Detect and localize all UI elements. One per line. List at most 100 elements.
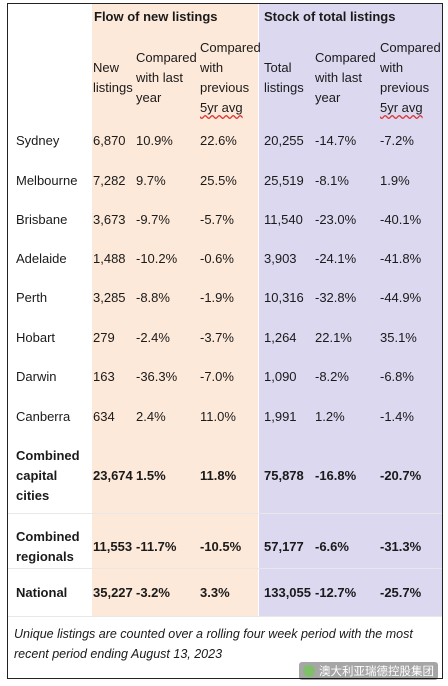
row-label: Hobart [16, 330, 56, 345]
cell-total-yoy: -8.1% [315, 173, 349, 188]
cell-new-yoy: 1.5% [136, 468, 166, 483]
cell-new-yoy: -11.7% [136, 539, 177, 554]
wechat-icon [303, 665, 315, 677]
row-label: capital [16, 468, 58, 483]
col-header-new-vs-5yr: 5yr avg [200, 100, 243, 115]
row-label: regionals [16, 549, 74, 564]
cell-new: 1,488 [93, 251, 126, 266]
cell-new-5yr: -3.7% [200, 330, 234, 345]
row-label: Brisbane [16, 212, 68, 227]
cell-new-yoy: -36.3% [136, 369, 178, 384]
cell-new-5yr: -1.9% [200, 290, 234, 305]
col-header-total-vs-5yr: previous [380, 80, 430, 95]
cell-total: 1,991 [264, 409, 297, 424]
cell-total: 11,540 [264, 212, 303, 227]
cell-total-5yr: -20.7% [380, 468, 422, 483]
table-frame [7, 3, 443, 679]
watermark-text: 澳大利亚瑞德控股集团 [319, 666, 434, 678]
cell-new-yoy: -9.7% [136, 212, 170, 227]
cell-new-5yr: 22.6% [200, 133, 237, 148]
cell-new-5yr: -0.6% [200, 251, 234, 266]
cell-new: 6,870 [93, 133, 126, 148]
cell-new-yoy: -3.2% [136, 585, 170, 600]
cell-total: 10,316 [264, 290, 304, 305]
footnote: Unique listings are counted over a rolli… [14, 627, 413, 661]
col-header-total-vs-last: with last [315, 70, 362, 85]
cell-new-yoy: 2.4% [136, 409, 166, 424]
cell-total-5yr: -6.8% [380, 369, 414, 384]
cell-new-5yr: 3.3% [200, 585, 230, 600]
cell-new: 3,673 [93, 212, 126, 227]
cell-total-5yr: -31.3% [380, 539, 422, 554]
row-label: Combined [16, 448, 80, 463]
row-label: National [16, 585, 68, 600]
col-header-new-vs-last: Compared [136, 50, 197, 65]
cell-new-5yr: -10.5% [200, 539, 242, 554]
row-label: Darwin [16, 369, 57, 384]
group-header-flow: Flow of new listings [94, 9, 218, 24]
col-header-total-listings: Total [264, 60, 292, 75]
stock-band [259, 4, 442, 616]
col-header-new-vs-5yr: with [200, 60, 224, 75]
cell-total-yoy: 1.2% [315, 409, 345, 424]
cell-total-5yr: -40.1% [380, 212, 422, 227]
cell-total-yoy: -23.0% [315, 212, 357, 227]
col-header-new-vs-last: year [136, 90, 162, 105]
col-header-new-listings: listings [93, 80, 133, 95]
col-header-new-vs-5yr: Compared [200, 40, 261, 55]
cell-new-yoy: -10.2% [136, 251, 178, 266]
cell-new: 634 [93, 409, 115, 424]
col-header-new-vs-last: with last [136, 70, 183, 85]
row-label: Sydney [16, 133, 60, 148]
group-header-stock: Stock of total listings [264, 9, 396, 24]
row-label: Adelaide [16, 251, 67, 266]
row-label: Combined [16, 529, 80, 544]
cell-total-5yr: -25.7% [380, 585, 422, 600]
watermark: 澳大利亚瑞德控股集团 [299, 662, 438, 680]
cell-total: 1,264 [264, 330, 297, 345]
cell-total-5yr: 35.1% [380, 330, 417, 345]
cell-new-5yr: -7.0% [200, 369, 234, 384]
cell-total: 57,177 [264, 539, 304, 554]
cell-total-yoy: -8.2% [315, 369, 349, 384]
cell-total-yoy: -14.7% [315, 133, 357, 148]
cell-new-5yr: 25.5% [200, 173, 237, 188]
cell-new-yoy: -8.8% [136, 290, 170, 305]
cell-total: 3,903 [264, 251, 297, 266]
cell-new-5yr: 11.8% [200, 468, 237, 483]
col-header-total-listings: listings [264, 80, 304, 95]
cell-new-5yr: 11.0% [200, 409, 236, 424]
col-header-new-listings: New [93, 60, 120, 75]
cell-new: 11,553 [93, 539, 133, 554]
col-header-total-vs-5yr: 5yr avg [380, 100, 423, 115]
cell-new: 163 [93, 369, 115, 384]
row-label: Perth [16, 290, 48, 305]
col-header-total-vs-5yr: Compared [380, 40, 441, 55]
cell-total-5yr: -44.9% [380, 290, 422, 305]
cell-new: 3,285 [93, 290, 126, 305]
row-separator [8, 513, 442, 514]
row-separator [8, 616, 442, 617]
row-label: cities [16, 488, 50, 503]
cell-new: 279 [93, 330, 115, 345]
cell-new: 23,674 [93, 468, 133, 483]
cell-new: 35,227 [93, 585, 133, 600]
row-label: Canberra [16, 409, 71, 424]
cell-total-5yr: -1.4% [380, 409, 414, 424]
col-header-new-vs-5yr: previous [200, 80, 250, 95]
cell-total-5yr: -7.2% [380, 133, 414, 148]
row-label: Melbourne [16, 173, 78, 188]
cell-total: 133,055 [264, 585, 311, 600]
cell-total: 25,519 [264, 173, 304, 188]
row-separator [8, 568, 442, 569]
cell-total-yoy: -16.8% [315, 468, 357, 483]
cell-total-yoy: -6.6% [315, 539, 349, 554]
cell-total-yoy: 22.1% [315, 330, 352, 345]
cell-new-yoy: 10.9% [136, 133, 173, 148]
flow-band [92, 4, 258, 616]
cell-new: 7,282 [93, 173, 126, 188]
cell-total-yoy: -24.1% [315, 251, 357, 266]
cell-total: 20,255 [264, 133, 304, 148]
cell-new-yoy: -2.4% [136, 330, 170, 345]
cell-total-yoy: -12.7% [315, 585, 357, 600]
